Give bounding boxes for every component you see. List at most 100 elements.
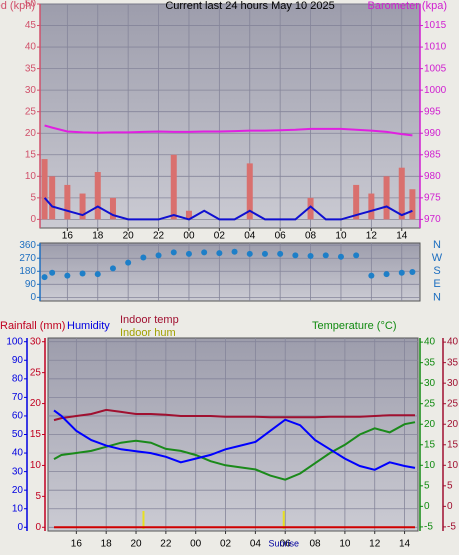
y-tick-label: -5 (424, 522, 433, 533)
x-tick-label: 18 (92, 231, 104, 242)
point (337, 253, 344, 260)
y-tick-label: 15 (30, 429, 42, 440)
x-tick-label: 10 (339, 539, 351, 550)
x-tick-label: 04 (250, 539, 262, 550)
point (292, 252, 299, 259)
line-series (53, 409, 416, 471)
x-tick-label: 20 (123, 231, 135, 242)
y-tick-label: 40 (12, 448, 24, 459)
x-tick-label: 04 (244, 231, 256, 242)
bar (368, 193, 375, 220)
chart-title: Current last 24 hours May 10 2025 (165, 0, 334, 12)
bar (353, 184, 360, 220)
x-tick-label: 02 (220, 539, 232, 550)
y-tick-label: 10 (447, 460, 459, 471)
y-tick-label: 0 (35, 522, 41, 533)
x-tick-label: 02 (214, 231, 226, 242)
y-tick-label: 1000 (424, 85, 447, 96)
y-tick-label: 980 (424, 171, 441, 182)
x-tick-label: 22 (160, 539, 172, 550)
y-tick-label: 30 (424, 378, 436, 389)
y-tick-label: 90 (25, 279, 37, 290)
y-tick-label: 10 (25, 171, 37, 182)
y-tick-label: 5 (447, 480, 453, 491)
y-tick-label: 5 (30, 192, 36, 203)
x-tick-label: 22 (153, 231, 165, 242)
y-tick-label: 20 (12, 485, 24, 496)
y-tick-label: 40 (447, 337, 459, 348)
x-tick-label: 16 (71, 539, 83, 550)
x-tick-label: 18 (101, 539, 113, 550)
point (368, 272, 375, 279)
point (140, 254, 147, 261)
y-tick-label: 990 (424, 128, 441, 139)
y-tick-label: 5 (35, 491, 41, 502)
y-tick-label: N (433, 239, 441, 251)
y-tick-label: S (433, 265, 440, 277)
y-tick-label: 15 (424, 439, 436, 450)
bar (64, 184, 71, 220)
y-tick-label: 30 (25, 85, 37, 96)
y-tick-label: 0 (447, 501, 453, 512)
bar (41, 159, 48, 220)
y-tick-label: 30 (447, 378, 459, 389)
line-series (43, 197, 413, 221)
bar (409, 189, 416, 220)
y-tick-label: 25 (25, 106, 37, 117)
y-tick-label: 25 (424, 398, 436, 409)
y-tick-label: 10 (424, 460, 436, 471)
point (155, 252, 162, 259)
y-tick-label: W (432, 252, 443, 264)
y-tick-label: 20 (447, 419, 459, 430)
bar (185, 210, 192, 220)
y-tick-label: 15 (447, 439, 459, 450)
x-tick-label: 20 (130, 539, 142, 550)
y-tick-label: 10 (12, 503, 24, 514)
y-tick-label: 995 (424, 106, 441, 117)
y-tick-label: E (433, 278, 440, 290)
y-tick-label: 270 (19, 253, 36, 264)
x-tick-label: 00 (190, 539, 202, 550)
x-tick-label: 16 (62, 231, 74, 242)
point (170, 249, 177, 256)
x-tick-label: 06 (275, 231, 287, 242)
y-tick-label: 0 (30, 214, 36, 225)
point (322, 252, 329, 259)
axis-title: Humidity (67, 320, 110, 332)
point (41, 274, 48, 281)
x-tick-label: 12 (366, 231, 378, 242)
y-tick-label: 40 (25, 42, 37, 53)
y-tick-label: 0 (17, 522, 23, 533)
y-tick-label: 80 (12, 373, 24, 384)
y-tick-label: 30 (30, 336, 42, 347)
y-tick-label: 100 (6, 336, 23, 347)
y-tick-label: 15 (25, 149, 37, 160)
point (79, 270, 86, 277)
x-tick-label: 00 (183, 231, 195, 242)
bar (170, 154, 177, 220)
y-tick-label: 35 (447, 357, 459, 368)
point (94, 271, 101, 278)
point (261, 250, 268, 257)
axis-title: Windspeed (kph) (0, 0, 35, 12)
point (277, 250, 284, 257)
point (109, 265, 116, 272)
x-tick-label: 14 (396, 231, 408, 242)
y-tick-label: 60 (12, 411, 24, 422)
bar (79, 193, 86, 220)
y-tick-label: 20 (30, 398, 42, 409)
y-tick-label: 50 (25, 0, 37, 10)
bar (398, 167, 405, 220)
y-tick-label: 20 (424, 419, 436, 430)
y-tick-label: 975 (424, 192, 441, 203)
bar (49, 176, 56, 220)
point (353, 252, 360, 259)
bar (307, 197, 314, 220)
y-tick-label: 985 (424, 149, 441, 160)
y-tick-label: 30 (12, 466, 24, 477)
y-tick-label: 1005 (424, 63, 447, 74)
point (409, 269, 416, 275)
x-tick-label: 08 (305, 231, 317, 242)
y-tick-label: 5 (424, 480, 430, 491)
